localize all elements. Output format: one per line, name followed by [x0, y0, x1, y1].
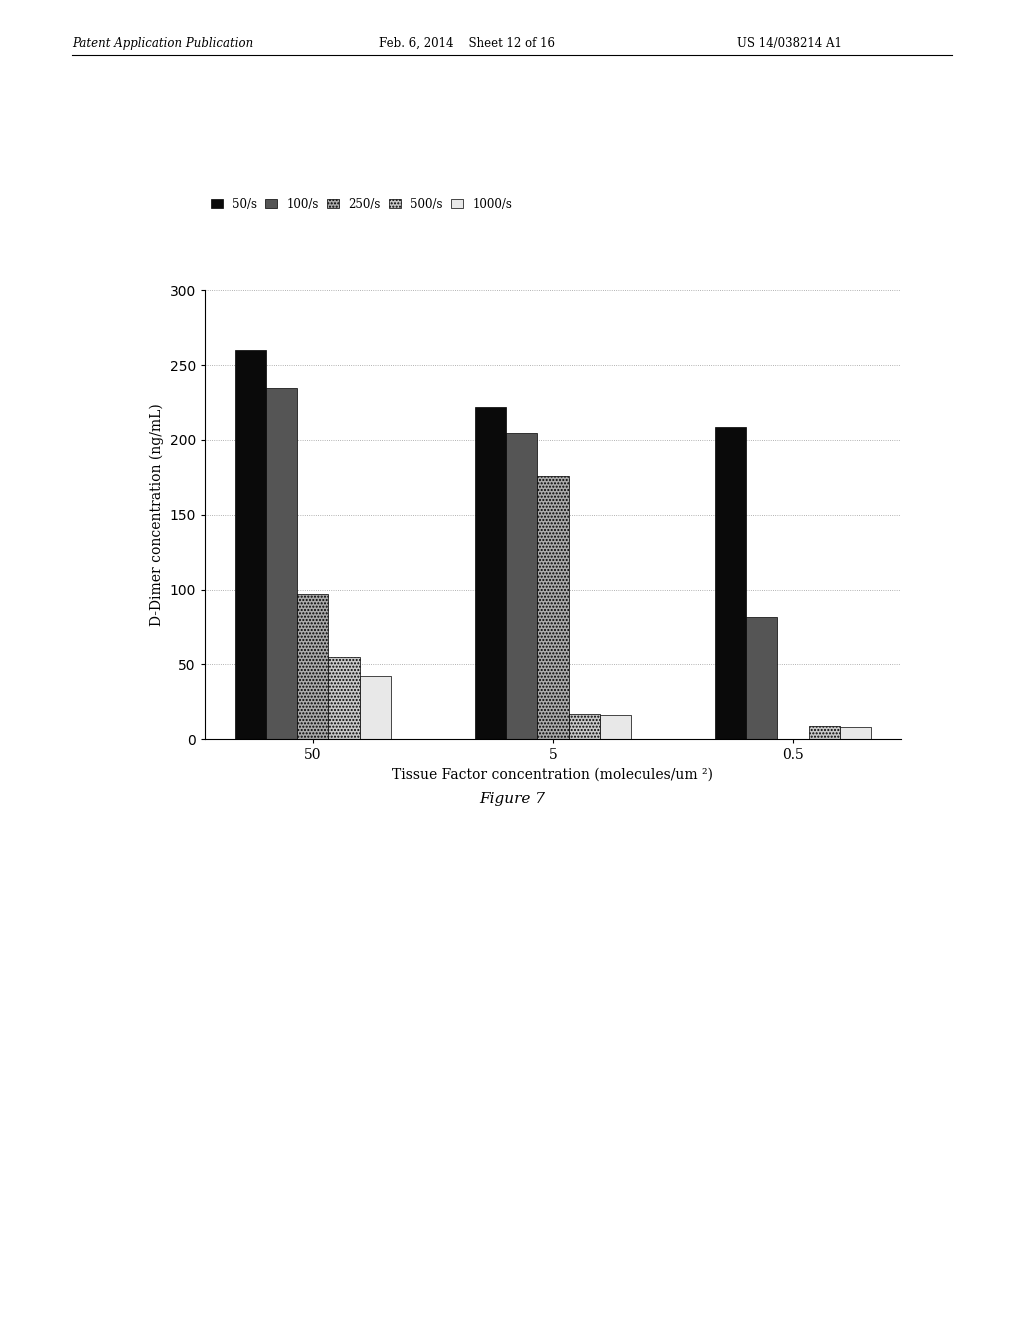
Bar [746, 616, 777, 739]
Bar [506, 433, 538, 739]
Bar [538, 477, 568, 739]
Text: US 14/038214 A1: US 14/038214 A1 [737, 37, 842, 50]
Bar [297, 594, 329, 739]
X-axis label: Tissue Factor concentration (molecules/um ²): Tissue Factor concentration (molecules/u… [392, 768, 714, 781]
Bar [475, 407, 506, 739]
Text: Feb. 6, 2014    Sheet 12 of 16: Feb. 6, 2014 Sheet 12 of 16 [379, 37, 555, 50]
Legend: 50/s, 100/s, 250/s, 500/s, 1000/s: 50/s, 100/s, 250/s, 500/s, 1000/s [211, 198, 512, 211]
Bar [568, 714, 600, 739]
Bar [329, 657, 359, 739]
Text: Patent Application Publication: Patent Application Publication [72, 37, 253, 50]
Y-axis label: D-Dimer concentration (ng/mL): D-Dimer concentration (ng/mL) [150, 404, 164, 626]
Bar [234, 350, 266, 739]
Bar [715, 426, 746, 739]
Bar [266, 388, 297, 739]
Bar [359, 676, 391, 739]
Bar [809, 726, 840, 739]
Bar [840, 727, 871, 739]
Bar [600, 715, 631, 739]
Text: Figure 7: Figure 7 [479, 792, 545, 807]
